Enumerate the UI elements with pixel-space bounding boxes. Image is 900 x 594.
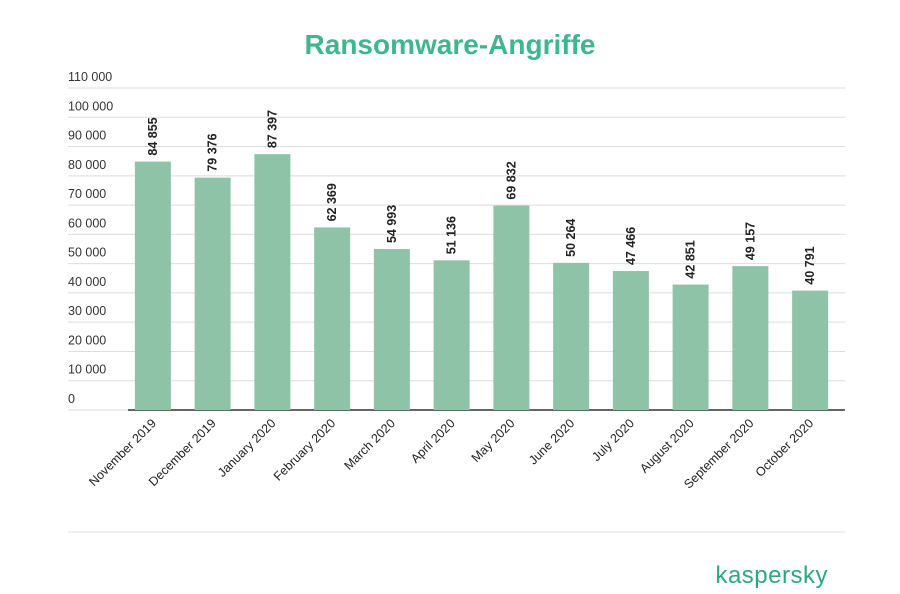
y-tick-label: 100 000 — [68, 99, 113, 113]
y-tick-label: 40 000 — [68, 275, 106, 289]
value-label: 84 855 — [146, 117, 160, 155]
chart-title: Ransomware-Angriffe — [305, 29, 596, 60]
value-label: 62 369 — [325, 183, 339, 221]
bar — [194, 177, 231, 410]
bar — [553, 262, 590, 410]
y-tick-label: 90 000 — [68, 129, 106, 143]
value-label: 87 397 — [265, 110, 279, 148]
bar — [433, 260, 470, 410]
bar — [134, 161, 171, 410]
y-tick-label: 0 — [68, 392, 75, 406]
y-tick-label: 50 000 — [68, 246, 106, 260]
value-label: 69 832 — [504, 161, 518, 199]
value-label: 49 157 — [743, 222, 757, 260]
value-label: 54 993 — [385, 205, 399, 243]
bar — [254, 154, 291, 410]
y-tick-label: 20 000 — [68, 333, 106, 347]
bar — [493, 205, 530, 410]
y-tick-label: 70 000 — [68, 187, 106, 201]
value-label: 51 136 — [445, 216, 459, 254]
bar — [612, 271, 649, 410]
brand-logo: kaspersky — [715, 562, 828, 589]
bar — [373, 249, 410, 410]
y-tick-label: 30 000 — [68, 304, 106, 318]
bar — [672, 284, 709, 410]
bar — [314, 227, 351, 410]
bar — [792, 290, 829, 410]
bar — [732, 266, 769, 410]
y-tick-label: 80 000 — [68, 158, 106, 172]
value-label: 47 466 — [624, 227, 638, 265]
value-label: 79 376 — [206, 133, 220, 171]
y-tick-label: 60 000 — [68, 216, 106, 230]
value-label: 40 791 — [803, 246, 817, 284]
y-tick-label: 10 000 — [68, 363, 106, 377]
value-label: 42 851 — [684, 240, 698, 278]
y-tick-label: 110 000 — [68, 70, 112, 84]
value-label: 50 264 — [564, 219, 578, 257]
